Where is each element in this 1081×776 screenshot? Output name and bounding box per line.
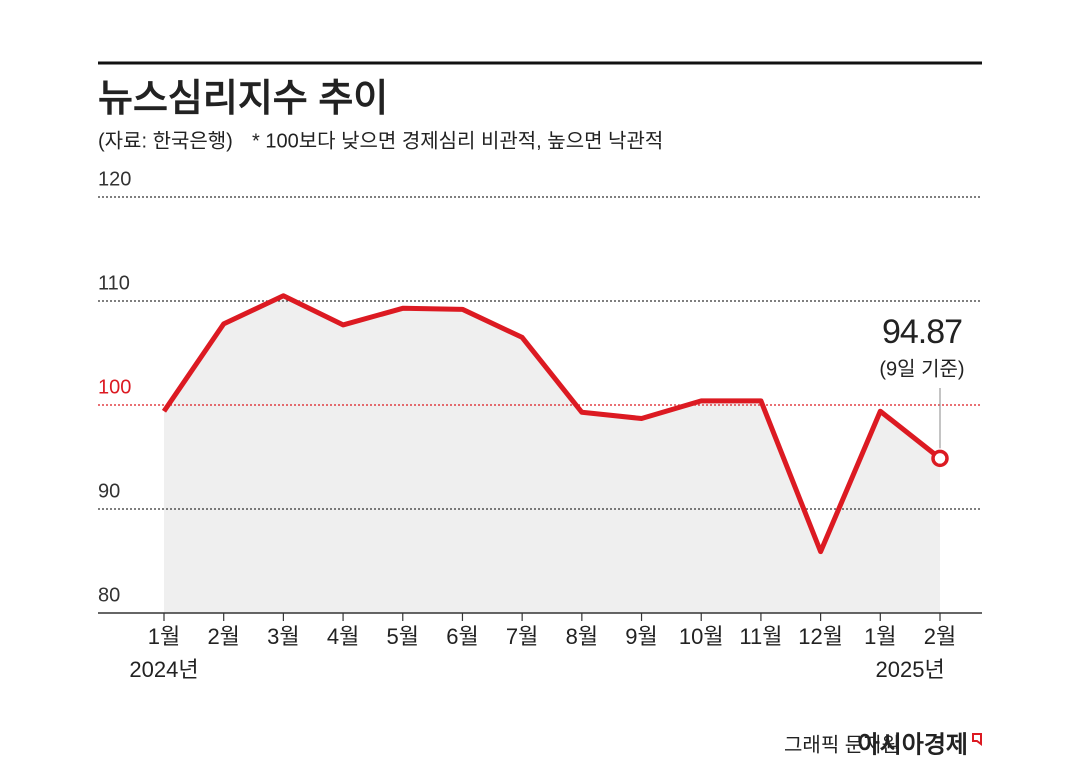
x-tick-label: 3월 <box>267 624 299 649</box>
x-tick-label: 1월 <box>148 624 180 649</box>
credit: 그래픽 문지원 <box>784 733 900 756</box>
y-tick-label: 80 <box>98 584 120 606</box>
x-tick-label: 9월 <box>625 624 657 649</box>
x-tick-label: 2월 <box>207 624 239 649</box>
value-label: 94.87 <box>882 313 962 351</box>
data-line <box>161 293 942 555</box>
x-tick-label: 2월 <box>924 624 956 649</box>
last-point <box>931 449 949 468</box>
x-tick-label: 1월 <box>864 624 896 649</box>
x-tick-label: 8월 <box>566 624 598 649</box>
x-tick-label: 5월 <box>387 624 419 649</box>
annotation: (9일 기준) <box>879 357 964 380</box>
y-tick-label: 90 <box>98 480 120 502</box>
x-tick-label: 12월 <box>798 624 843 649</box>
x-tick-label: 6월 <box>446 624 478 649</box>
area <box>164 295 940 613</box>
y-tick-label: 110 <box>98 272 130 294</box>
x-tick-label: 7월 <box>506 624 538 649</box>
source: (자료: 한국은행) <box>98 129 233 152</box>
year-label: 2024년 <box>129 657 198 682</box>
x-tick-label: 4월 <box>327 624 359 649</box>
y-tick-label: 120 <box>98 168 131 190</box>
chart-title: 뉴스심리지수 추이 <box>98 78 388 120</box>
y-tick-label: 100 <box>98 376 131 398</box>
note: * 100보다 낮으면 경제심리 비관적, 높으면 낙관적 <box>252 129 663 152</box>
x-tick-label: 11월 <box>739 624 782 649</box>
x-tick-label: 10월 <box>679 624 724 649</box>
brand-icon <box>972 733 982 746</box>
year-label: 2025년 <box>876 657 945 682</box>
brand: 아시아경제 <box>858 731 968 758</box>
